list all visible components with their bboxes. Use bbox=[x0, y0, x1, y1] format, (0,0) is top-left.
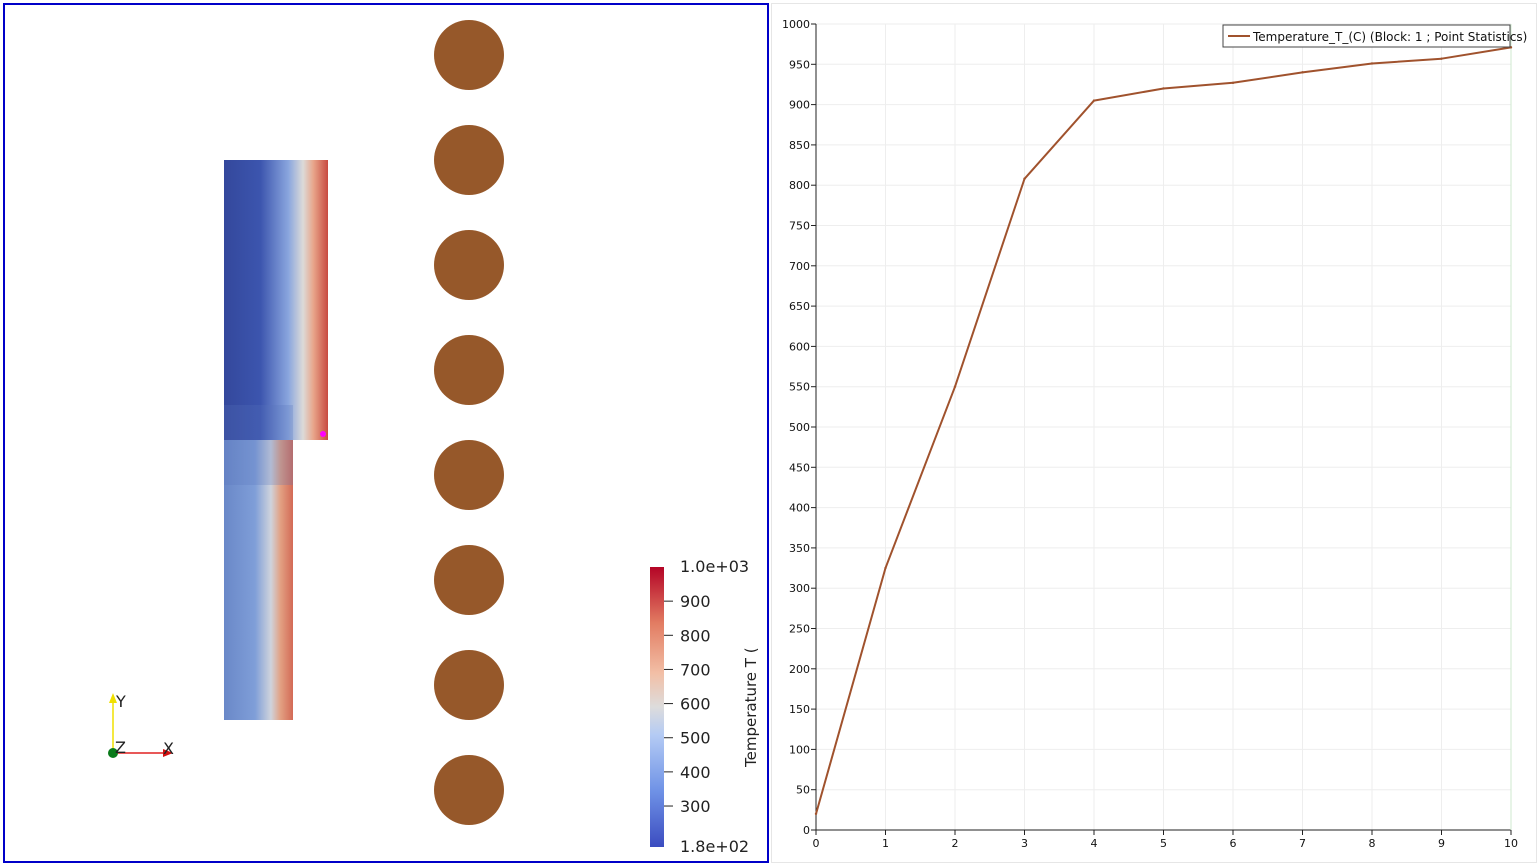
temperature-domain bbox=[224, 160, 328, 720]
y-tick-label: 550 bbox=[789, 381, 810, 394]
probe-point[interactable] bbox=[320, 431, 326, 437]
pin-4 bbox=[434, 335, 504, 405]
pin-3 bbox=[434, 230, 504, 300]
chart-series bbox=[814, 46, 1513, 816]
x-tick-labels: 0 1 2 3 4 5 6 7 8 9 10 bbox=[813, 830, 1518, 850]
color-legend-tick-label: 700 bbox=[680, 660, 711, 679]
y-tick-label: 750 bbox=[789, 220, 810, 233]
y-tick-label: 700 bbox=[789, 260, 810, 273]
x-axis-arrowhead bbox=[163, 749, 173, 757]
color-legend-tick-label: 900 bbox=[680, 592, 711, 611]
color-legend-bar bbox=[650, 567, 664, 847]
domain-upper-block bbox=[224, 160, 328, 440]
z-axis-label: Z bbox=[115, 738, 126, 757]
y-tick-label: 900 bbox=[789, 99, 810, 112]
pin-8 bbox=[434, 755, 504, 825]
y-tick-label: 400 bbox=[789, 502, 810, 515]
y-tick-label: 200 bbox=[789, 663, 810, 676]
chart-grid bbox=[815, 23, 1512, 831]
y-tick-labels: 0 50 100 150 200 250 300 350 400 450 500 550 600 650 7… bbox=[782, 18, 816, 837]
x-tick-label: 4 bbox=[1091, 837, 1098, 850]
y-tick-label: 250 bbox=[789, 623, 810, 636]
x-tick-label: 10 bbox=[1504, 837, 1518, 850]
render-canvas[interactable]: Y X Z 1.0e+03 1.8e+02 Temperature T ( 90… bbox=[5, 5, 767, 861]
x-tick-label: 7 bbox=[1299, 837, 1306, 850]
x-tick-label: 8 bbox=[1369, 837, 1376, 850]
series-point bbox=[1301, 71, 1304, 74]
y-tick-label: 0 bbox=[803, 824, 810, 837]
line-chart-view[interactable]: 0 50 100 150 200 250 300 350 400 450 500 550 600 650 7… bbox=[771, 3, 1537, 863]
y-tick-label: 800 bbox=[789, 179, 810, 192]
x-tick-label: 2 bbox=[952, 837, 959, 850]
x-tick-label: 5 bbox=[1160, 837, 1167, 850]
series-point bbox=[1092, 99, 1096, 102]
z-axis-origin bbox=[108, 748, 118, 758]
series-point bbox=[814, 812, 818, 816]
domain-lower-block bbox=[224, 440, 293, 720]
color-legend-tick-label: 500 bbox=[680, 729, 711, 748]
y-tick-label: 50 bbox=[796, 784, 810, 797]
x-tick-label: 6 bbox=[1230, 837, 1237, 850]
y-tick-label: 950 bbox=[789, 58, 810, 71]
color-legend-min: 1.8e+02 bbox=[680, 837, 749, 856]
color-legend-title: Temperature T ( bbox=[742, 647, 760, 768]
color-legend-ticks: 900 800 700 600 500 400 300 bbox=[664, 592, 711, 816]
color-legend-max: 1.0e+03 bbox=[680, 557, 749, 576]
chart-legend-box bbox=[1222, 24, 1511, 48]
color-legend-tick-label: 300 bbox=[680, 797, 711, 816]
series-point bbox=[953, 385, 957, 388]
x-axis-label: X bbox=[163, 739, 174, 758]
render-view[interactable]: Y X Z 1.0e+03 1.8e+02 Temperature T ( 90… bbox=[3, 3, 769, 863]
y-tick-label: 350 bbox=[789, 542, 810, 555]
series-point bbox=[1231, 81, 1235, 85]
y-tick-label: 650 bbox=[789, 300, 810, 313]
chart-legend-label: Temperature_T_(C) (Block: 1 ; Point Stat… bbox=[1252, 30, 1527, 44]
pin-6 bbox=[434, 545, 504, 615]
y-tick-label: 300 bbox=[789, 582, 810, 595]
y-tick-label: 150 bbox=[789, 703, 810, 716]
y-tick-label: 100 bbox=[789, 743, 810, 756]
series-point bbox=[1023, 177, 1026, 180]
y-tick-label: 850 bbox=[789, 139, 810, 152]
y-axis-arrowhead bbox=[109, 693, 117, 703]
line-chart[interactable]: 0501001502002503003504004505005506006507… bbox=[772, 4, 1536, 862]
chart-legend[interactable]: Temperature_T_(C) (Block: 1 ; Point Stat… bbox=[1222, 24, 1527, 48]
series-point bbox=[1370, 62, 1374, 65]
color-legend-tick-label: 800 bbox=[680, 626, 711, 645]
pin-5 bbox=[434, 440, 504, 510]
y-axis-label: Y bbox=[115, 692, 126, 711]
y-tick-label: 500 bbox=[789, 421, 810, 434]
color-legend-tick-label: 400 bbox=[680, 763, 711, 782]
x-tick-label: 1 bbox=[882, 837, 889, 850]
pin-2 bbox=[434, 125, 504, 195]
series-point bbox=[1162, 87, 1165, 90]
x-tick-label: 3 bbox=[1021, 837, 1028, 850]
x-tick-label: 9 bbox=[1438, 837, 1445, 850]
pin-7 bbox=[434, 650, 504, 720]
pin-1 bbox=[434, 20, 504, 90]
x-tick-label: 0 bbox=[813, 837, 820, 850]
series-point bbox=[1440, 57, 1443, 60]
pin-column bbox=[434, 20, 504, 825]
color-legend-tick-label: 600 bbox=[680, 695, 711, 714]
y-tick-label: 600 bbox=[789, 340, 810, 353]
series-point bbox=[884, 566, 887, 570]
color-legend: 1.0e+03 1.8e+02 Temperature T ( 900 800 70… bbox=[650, 557, 760, 856]
orientation-axes: Y X Z bbox=[108, 692, 174, 758]
domain-blend bbox=[224, 405, 293, 485]
y-tick-label: 450 bbox=[789, 461, 810, 474]
y-tick-label: 1000 bbox=[782, 18, 810, 31]
